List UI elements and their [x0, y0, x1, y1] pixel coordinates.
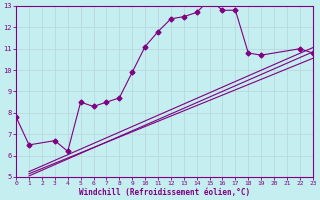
X-axis label: Windchill (Refroidissement éolien,°C): Windchill (Refroidissement éolien,°C) [79, 188, 250, 197]
